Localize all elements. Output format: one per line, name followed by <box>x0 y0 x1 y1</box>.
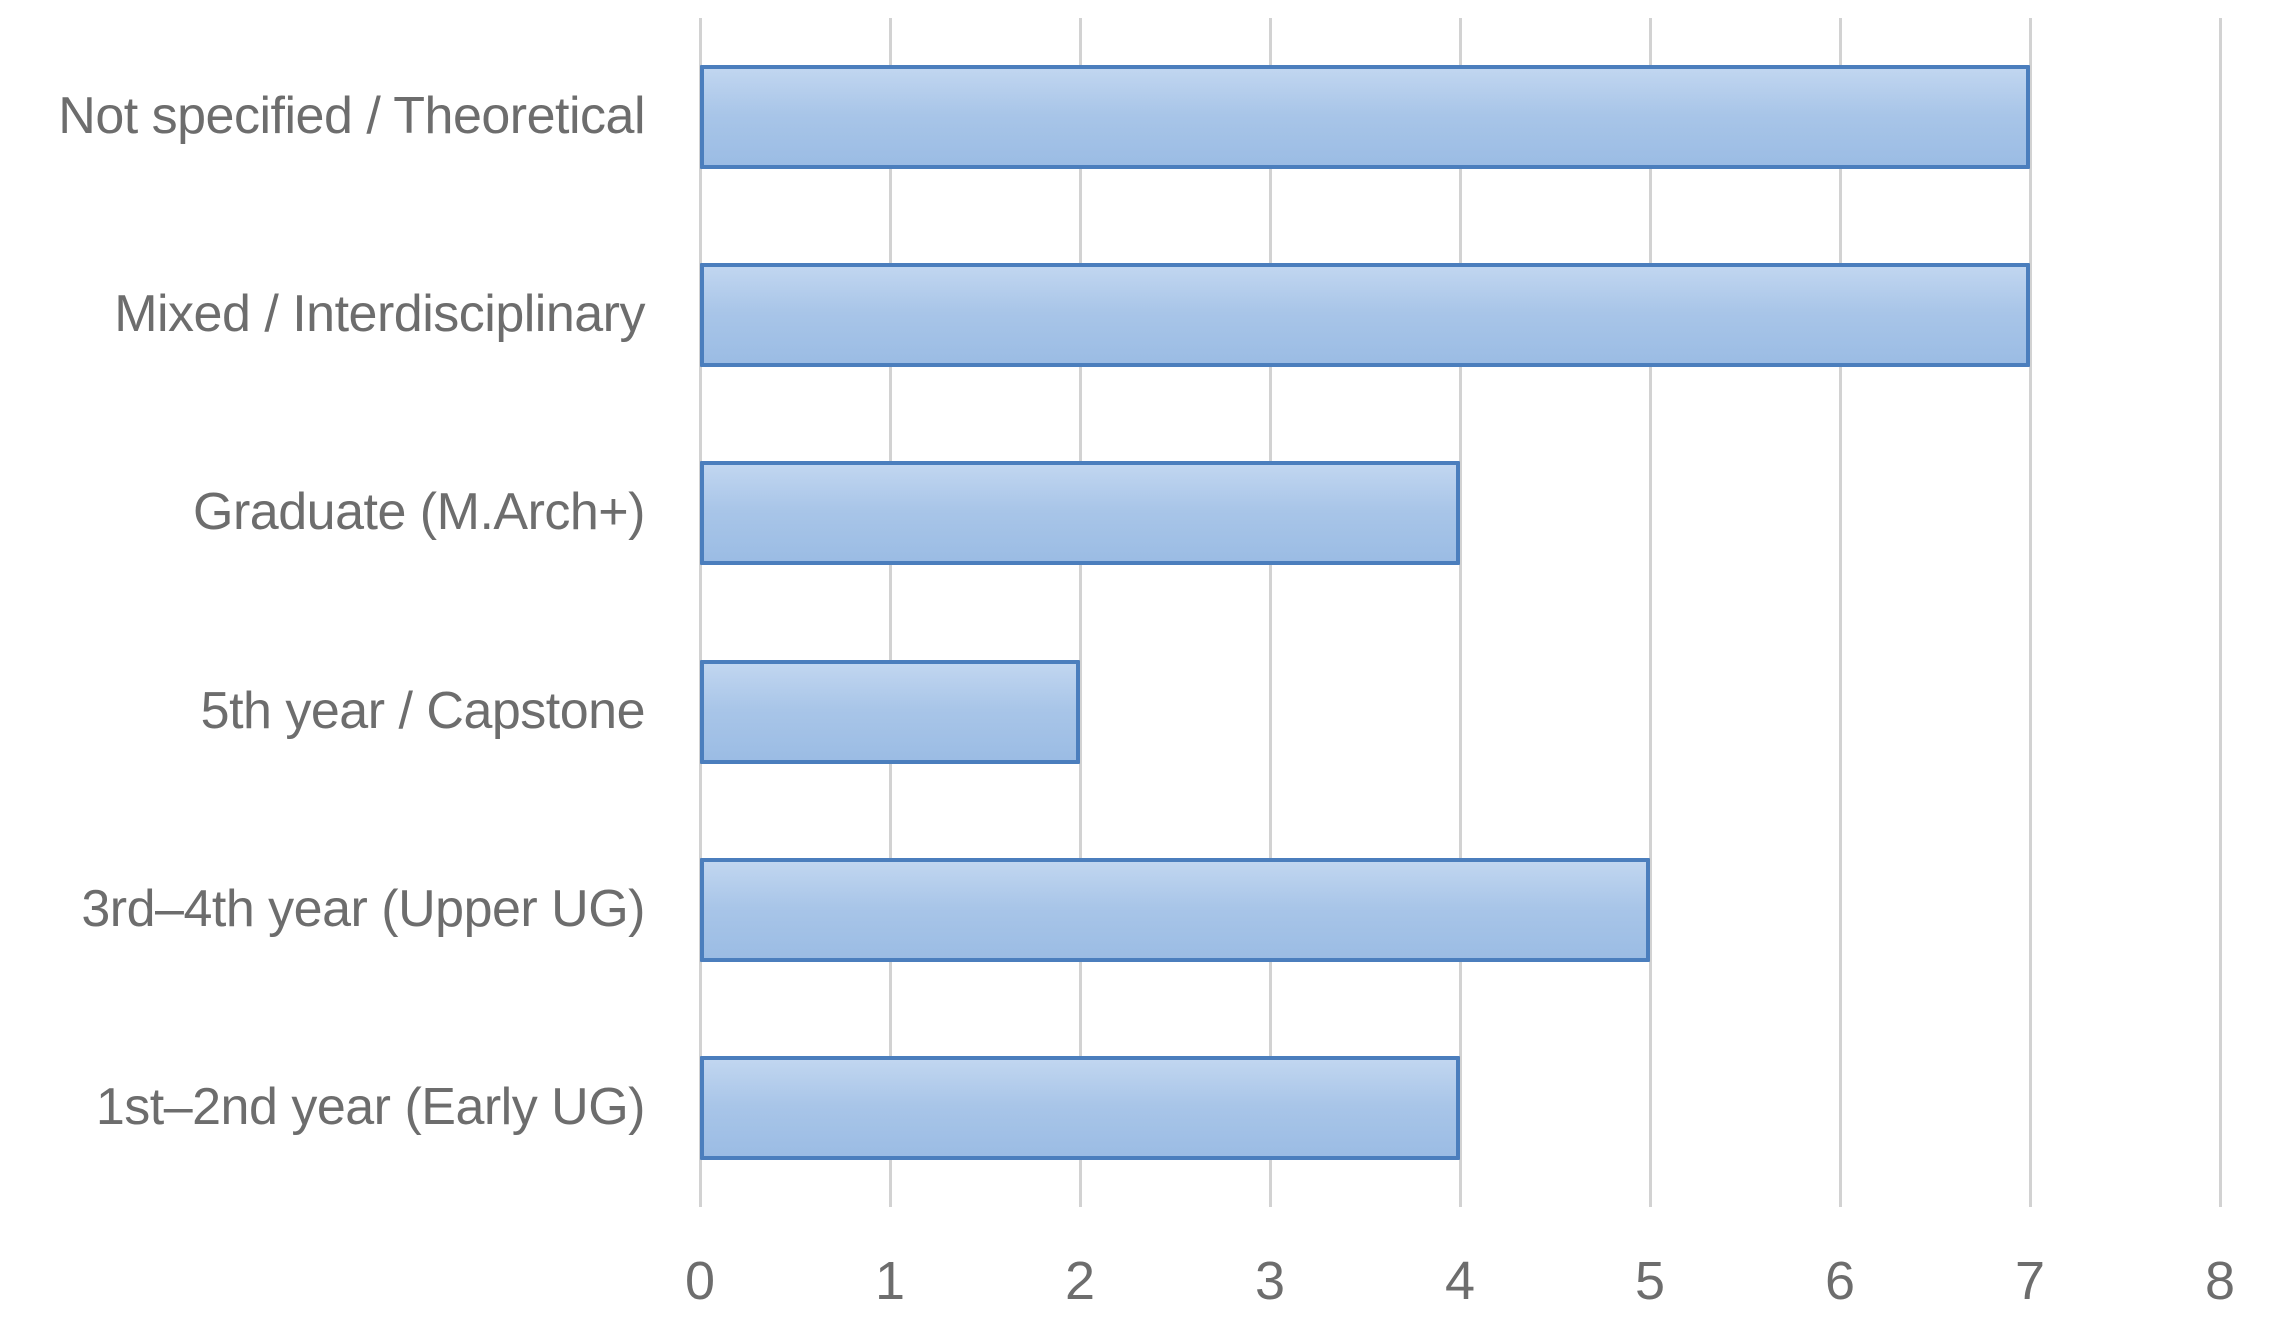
gridline-x-6 <box>1838 18 1842 1207</box>
bar-3 <box>700 461 1460 566</box>
bar-2 <box>700 263 2030 368</box>
gridline-x-2 <box>1078 18 1082 1207</box>
gridline-x-5 <box>1648 18 1652 1207</box>
x-tick-label: 7 <box>2014 1251 2046 1311</box>
category-label: Graduate (M.Arch+) <box>193 483 645 542</box>
bar-6 <box>700 1055 1460 1160</box>
bar-4 <box>700 659 1080 764</box>
category-label: 5th year / Capstone <box>200 681 646 740</box>
x-tick-label: 8 <box>2204 1251 2236 1311</box>
category-label: Mixed / Interdisciplinary <box>114 285 645 344</box>
x-tick-label: 2 <box>1064 1251 1096 1311</box>
gridline-x-4 <box>1458 18 1462 1207</box>
bar-1 <box>700 65 2030 170</box>
gridline-x-8 <box>2218 18 2222 1207</box>
x-tick-label: 5 <box>1634 1251 1666 1311</box>
category-label: Not specified / Theoretical <box>58 87 645 146</box>
gridline-x-1 <box>888 18 892 1207</box>
category-label: 3rd–4th year (Upper UG) <box>81 879 645 938</box>
category-label: 1st–2nd year (Early UG) <box>95 1078 646 1137</box>
x-tick-label: 1 <box>874 1251 906 1311</box>
x-tick-label: 6 <box>1824 1251 1856 1311</box>
x-tick-label: 4 <box>1444 1251 1476 1311</box>
gridline-x-7 <box>2028 18 2032 1207</box>
x-tick-label: 3 <box>1254 1251 1286 1311</box>
gridline-x-3 <box>1268 18 1272 1207</box>
x-tick-label: 0 <box>684 1251 716 1311</box>
bar-5 <box>700 857 1650 962</box>
gridline-x-0 <box>698 18 702 1207</box>
